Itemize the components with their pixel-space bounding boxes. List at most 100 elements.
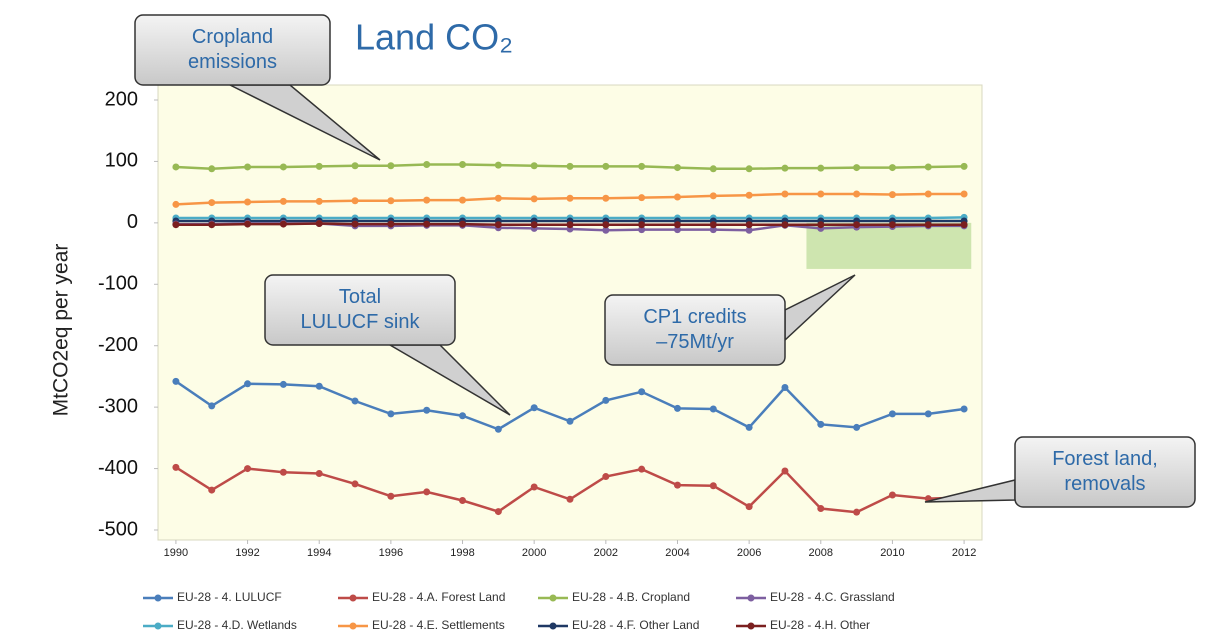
y-tick-label: -200 [98,334,138,356]
point [387,220,395,228]
y-tick-label: 0 [127,211,138,233]
point [745,221,753,229]
point [924,410,932,418]
point [494,425,502,433]
point [781,383,789,391]
x-tick-label: 2006 [737,547,761,559]
point [638,194,646,202]
point [853,190,861,198]
legend-label: EU-28 - 4.A. Forest Land [372,590,505,604]
point [244,198,252,206]
point [423,220,431,228]
legend-label: EU-28 - 4.D. Wetlands [177,618,297,632]
callout-text: –75Mt/yr [656,331,734,353]
point [244,220,252,228]
point [924,221,932,229]
shaded-region [806,222,972,269]
legend-label: EU-28 - 4.B. Cropland [572,590,690,604]
y-tick-label: -300 [98,395,138,417]
point [279,197,287,205]
point [960,162,968,170]
point [960,221,968,229]
point [208,402,216,410]
legend-marker [349,622,357,630]
x-tick-label: 2010 [880,547,904,559]
point [638,226,646,234]
point [423,406,431,414]
point [315,197,323,205]
legend-label: EU-28 - 4.H. Other [770,618,870,632]
y-tick-label: 200 [105,88,138,110]
point [315,469,323,477]
point [817,505,825,512]
point [888,164,896,172]
point [351,397,359,405]
point [709,226,717,234]
callout-text: CP1 credits [643,306,746,328]
point [387,410,395,418]
callout-text: LULUCF sink [301,311,421,333]
point [888,221,896,229]
point [673,164,681,172]
point [924,190,932,198]
point [315,219,323,227]
point [423,488,431,496]
point [709,165,717,173]
x-tick-label: 2004 [665,547,689,559]
point [673,481,681,489]
y-tick-label: 100 [105,150,138,172]
point [494,161,502,169]
legend-marker [549,622,557,630]
point [351,220,359,228]
y-tick-label: -100 [98,273,138,295]
point [602,194,610,202]
x-tick-label: 1990 [164,547,188,559]
point [459,497,467,505]
point [566,162,574,170]
y-axis-label: MtCO2eq per year [50,244,73,417]
point [244,163,252,171]
legend-marker [549,594,557,602]
point [172,163,180,171]
point [781,190,789,198]
point [924,163,932,171]
callout-text: Forest land, [1052,448,1158,470]
chart-title: Land CO₂ [355,17,513,58]
point [566,495,574,503]
point [208,199,216,207]
legend-marker [154,622,162,630]
point [638,221,646,229]
point [853,423,861,431]
legend-marker [747,594,755,602]
point [494,508,502,516]
legend-marker [747,622,755,630]
point [172,221,180,229]
point [709,221,717,229]
point [172,377,180,385]
point [351,162,359,170]
x-tick-label: 1996 [379,547,403,559]
point [530,404,538,412]
point [960,405,968,413]
point [673,404,681,412]
point [638,465,646,473]
point [530,221,538,229]
point [709,482,717,490]
point [208,486,216,494]
point [172,200,180,208]
point [817,190,825,198]
point [888,491,896,499]
point [566,417,574,425]
point [781,467,789,475]
x-tick-label: 2000 [522,547,546,559]
point [279,380,287,388]
point [781,221,789,229]
legend-label: EU-28 - 4. LULUCF [177,590,282,604]
x-tick-label: 1998 [450,547,474,559]
callout-text: Cropland [192,26,273,48]
point [817,164,825,172]
point [423,161,431,168]
point [208,221,216,229]
point [888,410,896,418]
point [387,162,395,170]
